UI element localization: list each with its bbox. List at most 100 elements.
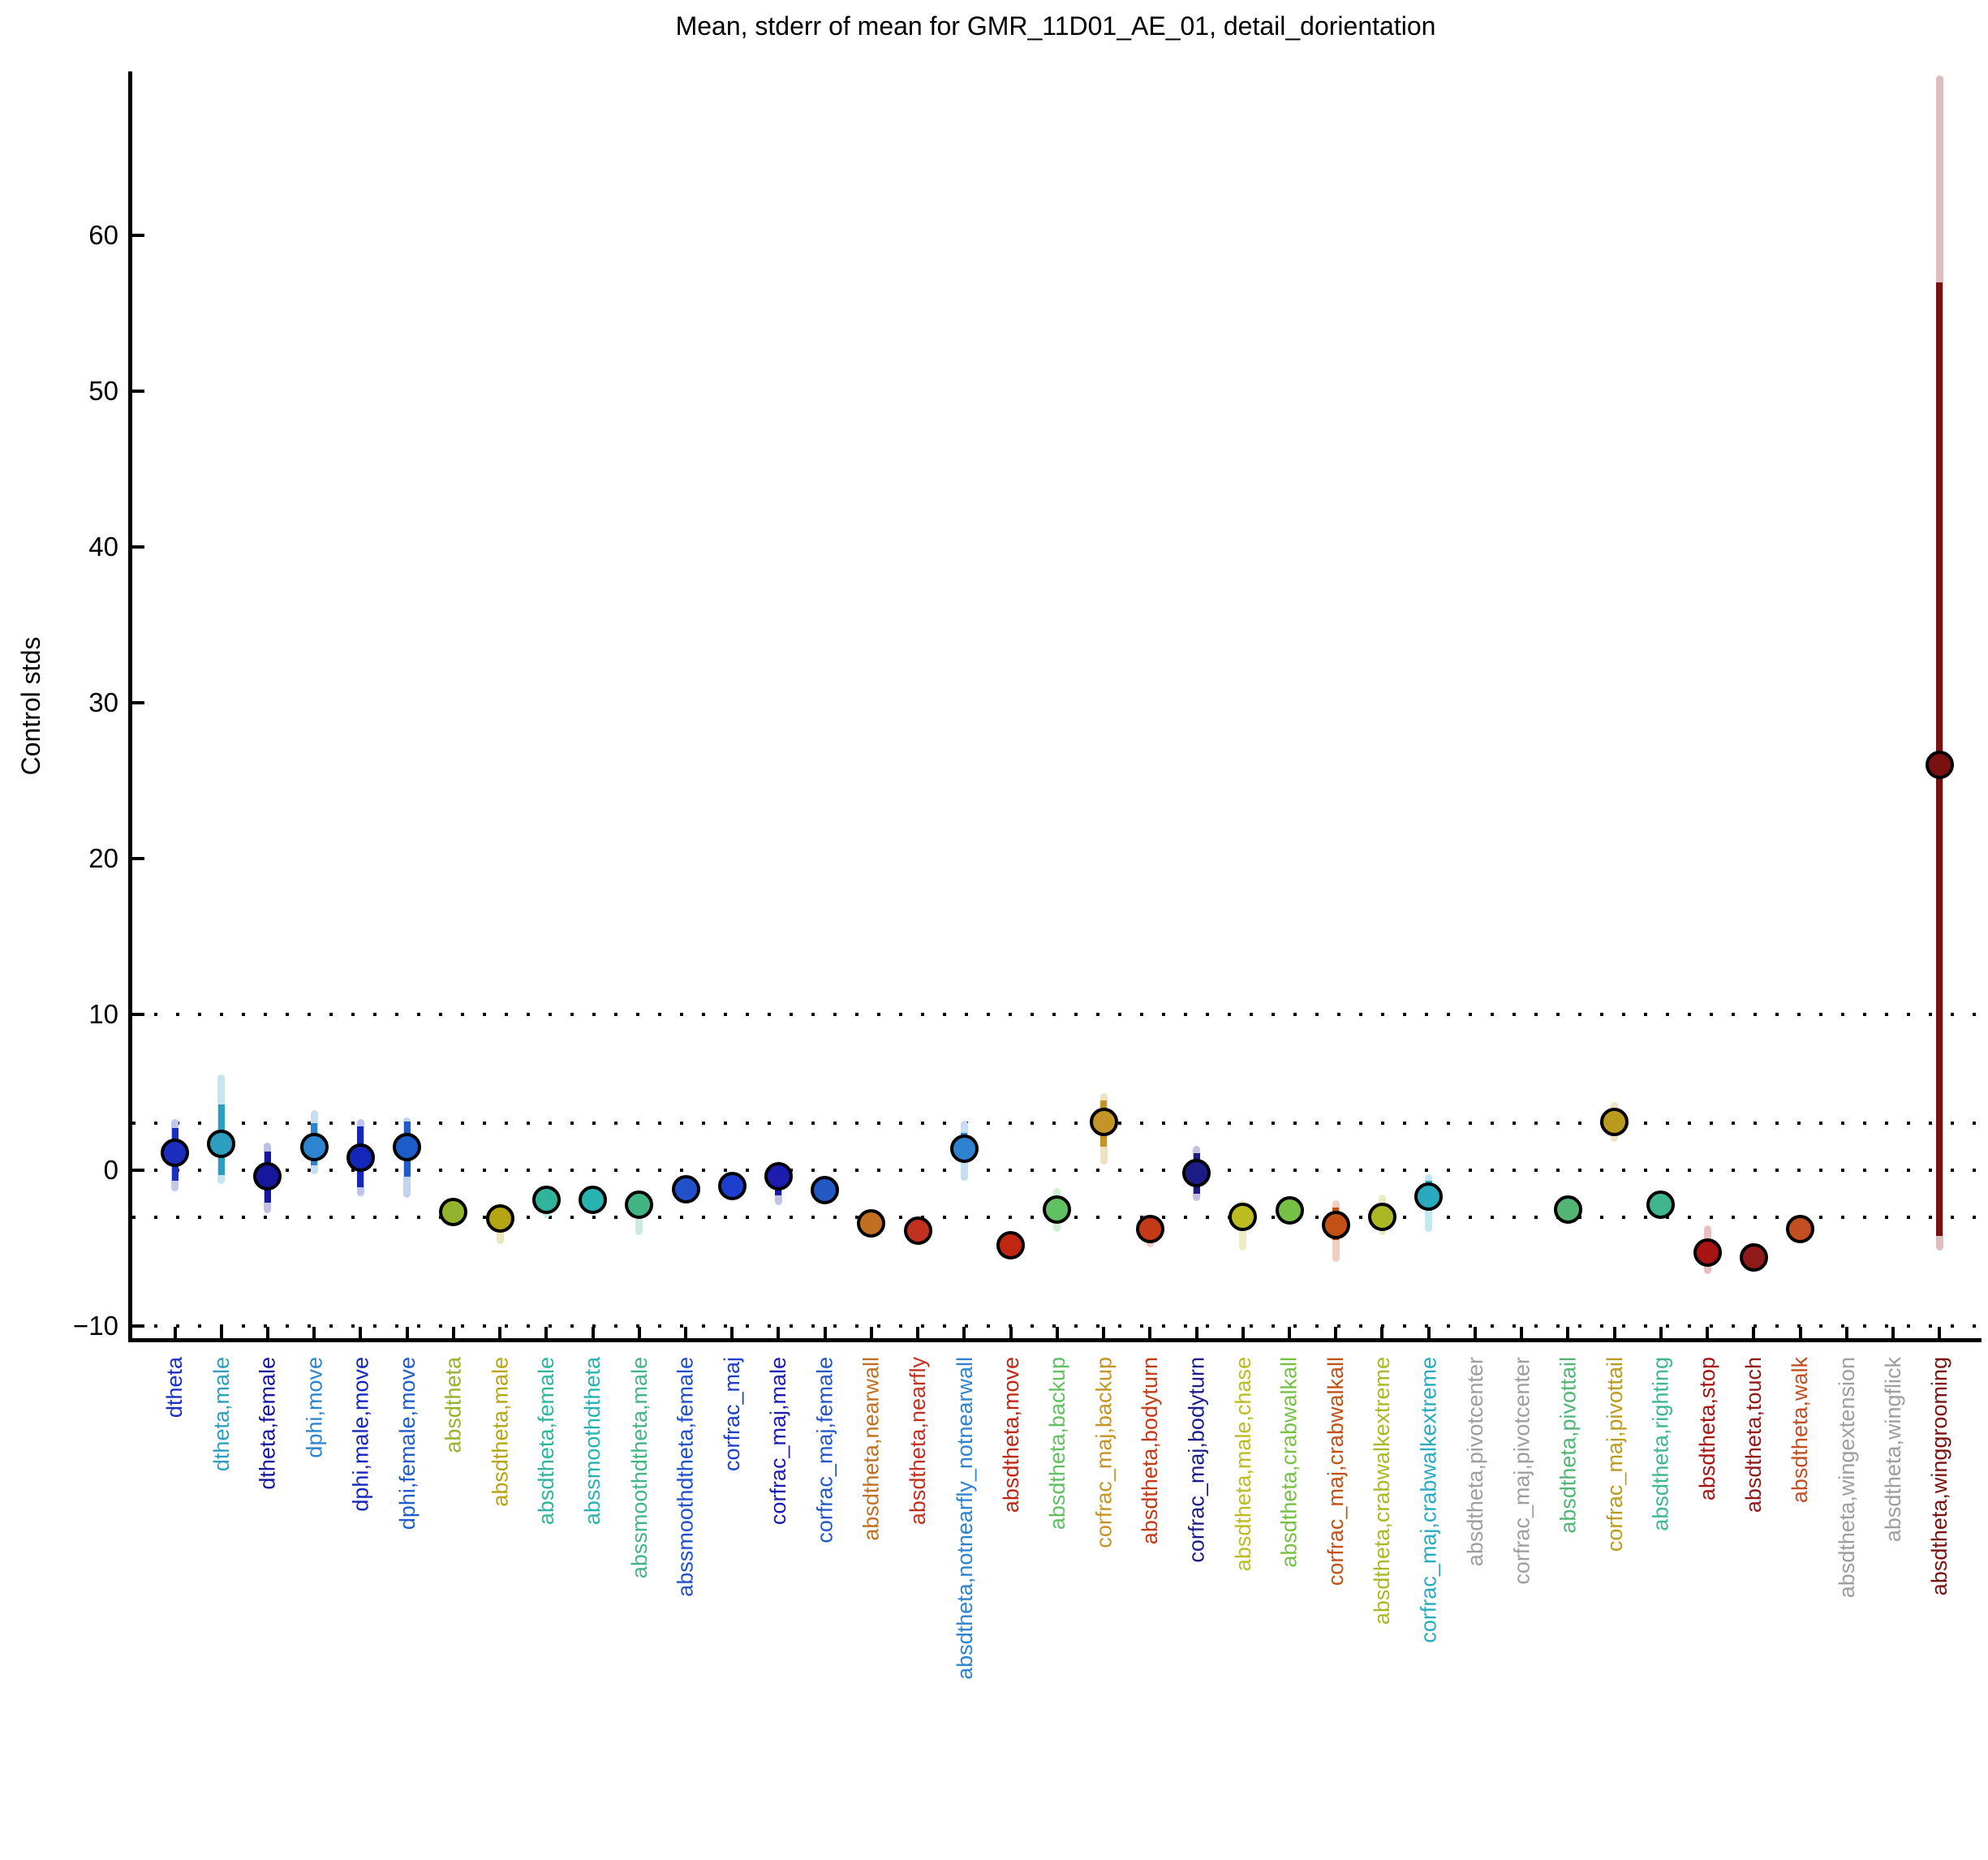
y-tick-50 <box>132 390 144 393</box>
x-tick <box>1938 1327 1942 1338</box>
x-tick <box>544 1327 549 1338</box>
x-tick <box>1380 1327 1384 1338</box>
data-point-marker <box>161 1139 189 1168</box>
x-tick-label: absdtheta,male <box>488 1357 513 1507</box>
data-point-marker <box>1135 1215 1164 1244</box>
x-tick <box>1706 1327 1710 1338</box>
data-point-marker <box>811 1176 840 1205</box>
y-tick-30 <box>132 701 144 704</box>
data-point-marker <box>1275 1196 1304 1225</box>
data-point-marker <box>1553 1195 1582 1224</box>
data-point-marker <box>996 1230 1026 1259</box>
y-tick-label-20: 20 <box>88 843 118 873</box>
data-point-marker <box>949 1134 979 1163</box>
data-point-marker <box>485 1204 514 1234</box>
x-tick <box>219 1327 223 1338</box>
x-tick-label: dtheta,female <box>255 1357 280 1490</box>
x-tick <box>777 1327 781 1338</box>
x-tick <box>1659 1327 1663 1338</box>
x-tick <box>265 1327 269 1338</box>
data-point-marker <box>393 1132 422 1161</box>
x-tick-label: dtheta,male <box>209 1357 234 1472</box>
data-point-marker <box>1089 1107 1118 1136</box>
x-tick <box>591 1327 595 1338</box>
x-tick-label: absdtheta,righting <box>1648 1357 1673 1531</box>
x-tick-label: corfrac_maj,pivotcenter <box>1509 1357 1534 1585</box>
x-tick <box>823 1327 827 1338</box>
x-tick <box>1055 1327 1059 1338</box>
y-tick-label-30: 30 <box>88 687 118 717</box>
y-tick-label-40: 40 <box>88 532 118 562</box>
x-tick-label: absdtheta,wingflick <box>1881 1357 1906 1543</box>
x-tick-label: dtheta <box>162 1357 187 1419</box>
x-tick-label: corfrac_maj,crabwalkextreme <box>1416 1357 1441 1643</box>
x-tick-label: abssmoothdtheta,male <box>626 1357 652 1579</box>
data-point-marker <box>1600 1107 1629 1136</box>
y-tick-label-60: 60 <box>88 220 118 250</box>
data-point-marker <box>671 1174 700 1203</box>
data-point-marker <box>1739 1243 1768 1272</box>
x-tick <box>359 1327 363 1338</box>
y-tick-0 <box>132 1169 144 1172</box>
x-tick <box>1798 1327 1802 1338</box>
y-tick-label-50: 50 <box>88 376 118 406</box>
x-tick-label: absdtheta,move <box>998 1357 1023 1513</box>
x-tick <box>1288 1327 1292 1338</box>
x-tick <box>1194 1327 1198 1338</box>
x-tick <box>916 1327 920 1338</box>
x-tick <box>1612 1327 1616 1338</box>
y-tick--10 <box>132 1324 144 1328</box>
x-tick <box>1102 1327 1106 1338</box>
x-tick <box>1473 1327 1477 1338</box>
data-point-marker <box>346 1143 375 1173</box>
data-point-marker <box>1043 1195 1072 1224</box>
x-tick <box>1520 1327 1524 1338</box>
y-tick-label-0: 0 <box>103 1155 118 1185</box>
data-point-marker <box>717 1171 747 1200</box>
x-tick-label: absdtheta,stop <box>1695 1357 1720 1501</box>
x-tick-label: absdtheta,backup <box>1044 1357 1069 1531</box>
data-point-marker <box>1182 1159 1211 1188</box>
x-tick <box>1752 1327 1756 1338</box>
x-tick-label: absdtheta,crabwalkall <box>1277 1357 1302 1568</box>
x-tick <box>451 1327 455 1338</box>
y-tick-10 <box>132 1013 144 1016</box>
x-tick-label: corfrac_maj,pivottail <box>1602 1357 1627 1552</box>
x-tick <box>962 1327 966 1338</box>
dotted-gridline-y-10 <box>132 1324 1982 1328</box>
dotted-gridline-y10 <box>132 1013 1982 1016</box>
x-tick-label: corfrac_maj,male <box>766 1357 791 1526</box>
data-point-marker <box>1321 1210 1350 1239</box>
x-tick-label: absdtheta,nearwall <box>858 1357 884 1541</box>
x-tick-label: dphi,move <box>302 1357 327 1458</box>
x-tick-label: absdtheta,wingextension <box>1834 1357 1859 1599</box>
x-tick-label: absdtheta,notnearfly_notnearwall <box>952 1357 977 1680</box>
x-tick <box>1891 1327 1895 1338</box>
data-point-marker <box>253 1162 282 1191</box>
data-point-marker <box>903 1216 932 1246</box>
x-tick-label: absdtheta,female <box>534 1357 559 1526</box>
dotted-gridline-y3 <box>132 1122 1982 1126</box>
x-tick <box>1148 1327 1152 1338</box>
data-point-marker <box>857 1208 886 1238</box>
data-point-marker <box>299 1132 329 1161</box>
y-axis-label: Control stds <box>16 636 45 776</box>
data-point-marker <box>1414 1182 1444 1212</box>
chart-title: Mean, stderr of mean for GMR_11D01_AE_01… <box>675 11 1436 41</box>
x-tick-label: absdtheta,pivottail <box>1556 1357 1581 1534</box>
y-axis-spine <box>128 71 132 1342</box>
data-point-marker <box>1229 1203 1258 1232</box>
x-tick-label: corfrac_maj <box>720 1357 745 1472</box>
x-tick-label: absdtheta,pivotcenter <box>1462 1357 1487 1567</box>
data-point-marker <box>1367 1203 1396 1232</box>
x-tick <box>1844 1327 1848 1338</box>
x-tick-label: absdtheta,touch <box>1741 1357 1766 1513</box>
x-tick-label: absdtheta,winggrooming <box>1927 1357 1952 1596</box>
y-tick-label-10: 10 <box>88 999 118 1029</box>
x-tick-label: absdtheta,bodyturn <box>1138 1357 1163 1545</box>
data-point-marker <box>1925 751 1954 780</box>
x-tick-label: abssmoothdtheta <box>580 1357 605 1526</box>
x-tick <box>405 1327 409 1338</box>
x-tick-label: absdtheta,walk <box>1788 1357 1813 1504</box>
